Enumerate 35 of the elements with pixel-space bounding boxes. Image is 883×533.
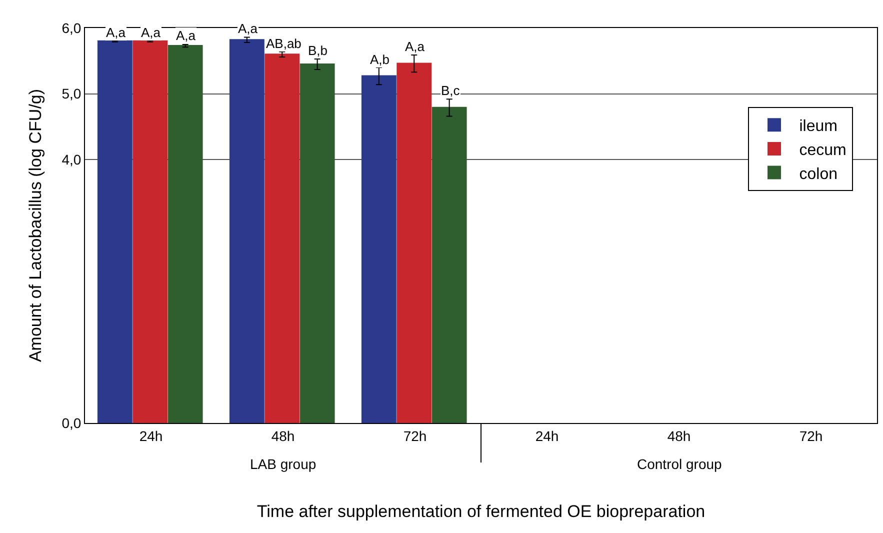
x-tick-label: 24h <box>535 428 559 444</box>
y-tick-label: 0,0 <box>62 414 82 431</box>
x-tick-label: 48h <box>271 428 295 444</box>
bar <box>396 62 432 423</box>
x-tick-label: 48h <box>667 428 691 444</box>
text: LAB group <box>250 456 316 472</box>
data-label: A,b <box>370 52 390 67</box>
bar <box>361 75 396 423</box>
bar <box>132 40 168 423</box>
x-tick-label: 24h <box>139 428 163 444</box>
x-axis-title: Time after supplementation of fermented OE biopreparation <box>256 502 706 522</box>
data-label: B,b <box>308 43 328 58</box>
data-label: A,a <box>141 25 162 40</box>
data-label: B,c <box>441 83 460 98</box>
data-label: A,a <box>238 21 258 36</box>
bar <box>168 45 203 423</box>
data-label: AB,ab <box>266 36 302 51</box>
legend-label: cecum <box>799 142 846 159</box>
x-tick-label: 72h <box>799 428 823 444</box>
text: Control group <box>637 456 722 472</box>
y-tick-label: 5,0 <box>62 86 82 102</box>
y-tick-label: 4,0 <box>62 152 82 168</box>
data-label: A,a <box>405 39 426 54</box>
y-tick-label: 6,0 <box>62 20 82 36</box>
legend-label: colon <box>799 166 838 183</box>
legend-label: ileum <box>799 118 838 136</box>
data-label: A,a <box>176 28 196 43</box>
bar <box>97 40 132 423</box>
bar <box>432 106 467 423</box>
bar <box>300 63 335 423</box>
bar <box>264 54 300 423</box>
x-tick-label: 72h <box>403 428 427 444</box>
bar <box>229 39 264 423</box>
data-label: A,a <box>106 25 126 40</box>
y-axis-title: Amount of Lactobacillus (log CFU/g) <box>26 88 45 362</box>
